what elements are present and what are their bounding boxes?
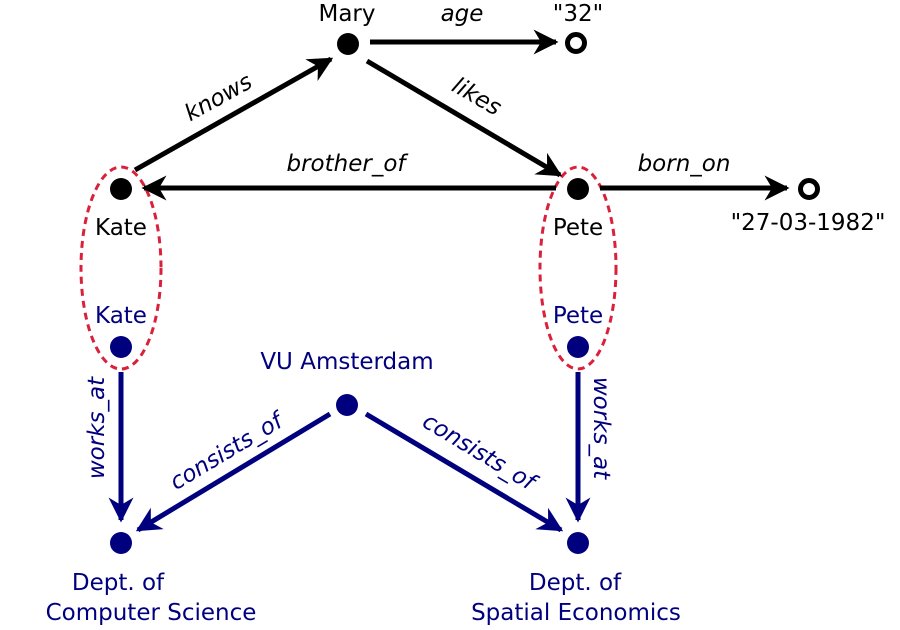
- literal-age-value: [565, 32, 587, 54]
- edge-consists-of-cs: [135, 411, 332, 533]
- label-pete-bottom: Pete: [553, 303, 603, 329]
- literal-born-value: [798, 178, 820, 200]
- node-vu-amsterdam: [336, 394, 358, 416]
- node-kate-bottom: [110, 336, 132, 358]
- node-pete-top: [567, 178, 589, 200]
- label-kate-top: Kate: [95, 215, 147, 241]
- label-mary: Mary: [318, 1, 375, 27]
- label-age-value: "32": [553, 1, 603, 27]
- pete-identity-ellipse: [538, 165, 618, 371]
- label-edge-born-on: born_on: [638, 151, 731, 177]
- label-edge-age: age: [441, 1, 484, 27]
- node-kate-top: [110, 178, 132, 200]
- label-kate-bottom: Kate: [95, 303, 147, 329]
- label-dept-se-line1: Dept. of: [529, 570, 622, 596]
- kate-identity-ellipse: [79, 165, 163, 371]
- label-dept-cs-line1: Dept. of: [72, 570, 165, 596]
- label-pete-top: Pete: [553, 215, 603, 241]
- label-edge-works-at-pete: works_at: [588, 377, 614, 480]
- label-edge-brother-of: brother_of: [287, 151, 409, 177]
- label-edge-knows: knows: [180, 69, 256, 127]
- node-dept-cs: [110, 532, 132, 554]
- label-edge-works-at-kate: works_at: [84, 376, 110, 479]
- label-dept-cs-line2: Computer Science: [46, 600, 257, 626]
- edge-likes: [365, 58, 563, 178]
- edge-consists-of-se: [364, 411, 564, 533]
- node-dept-se: [567, 532, 589, 554]
- node-pete-bottom: [567, 336, 589, 358]
- label-born-value: "27-03-1982": [731, 210, 886, 236]
- label-dept-se-line2: Spatial Economics: [471, 600, 681, 626]
- label-vu-amsterdam: VU Amsterdam: [260, 349, 433, 375]
- node-mary: [337, 33, 359, 55]
- edge-knows: [133, 56, 334, 173]
